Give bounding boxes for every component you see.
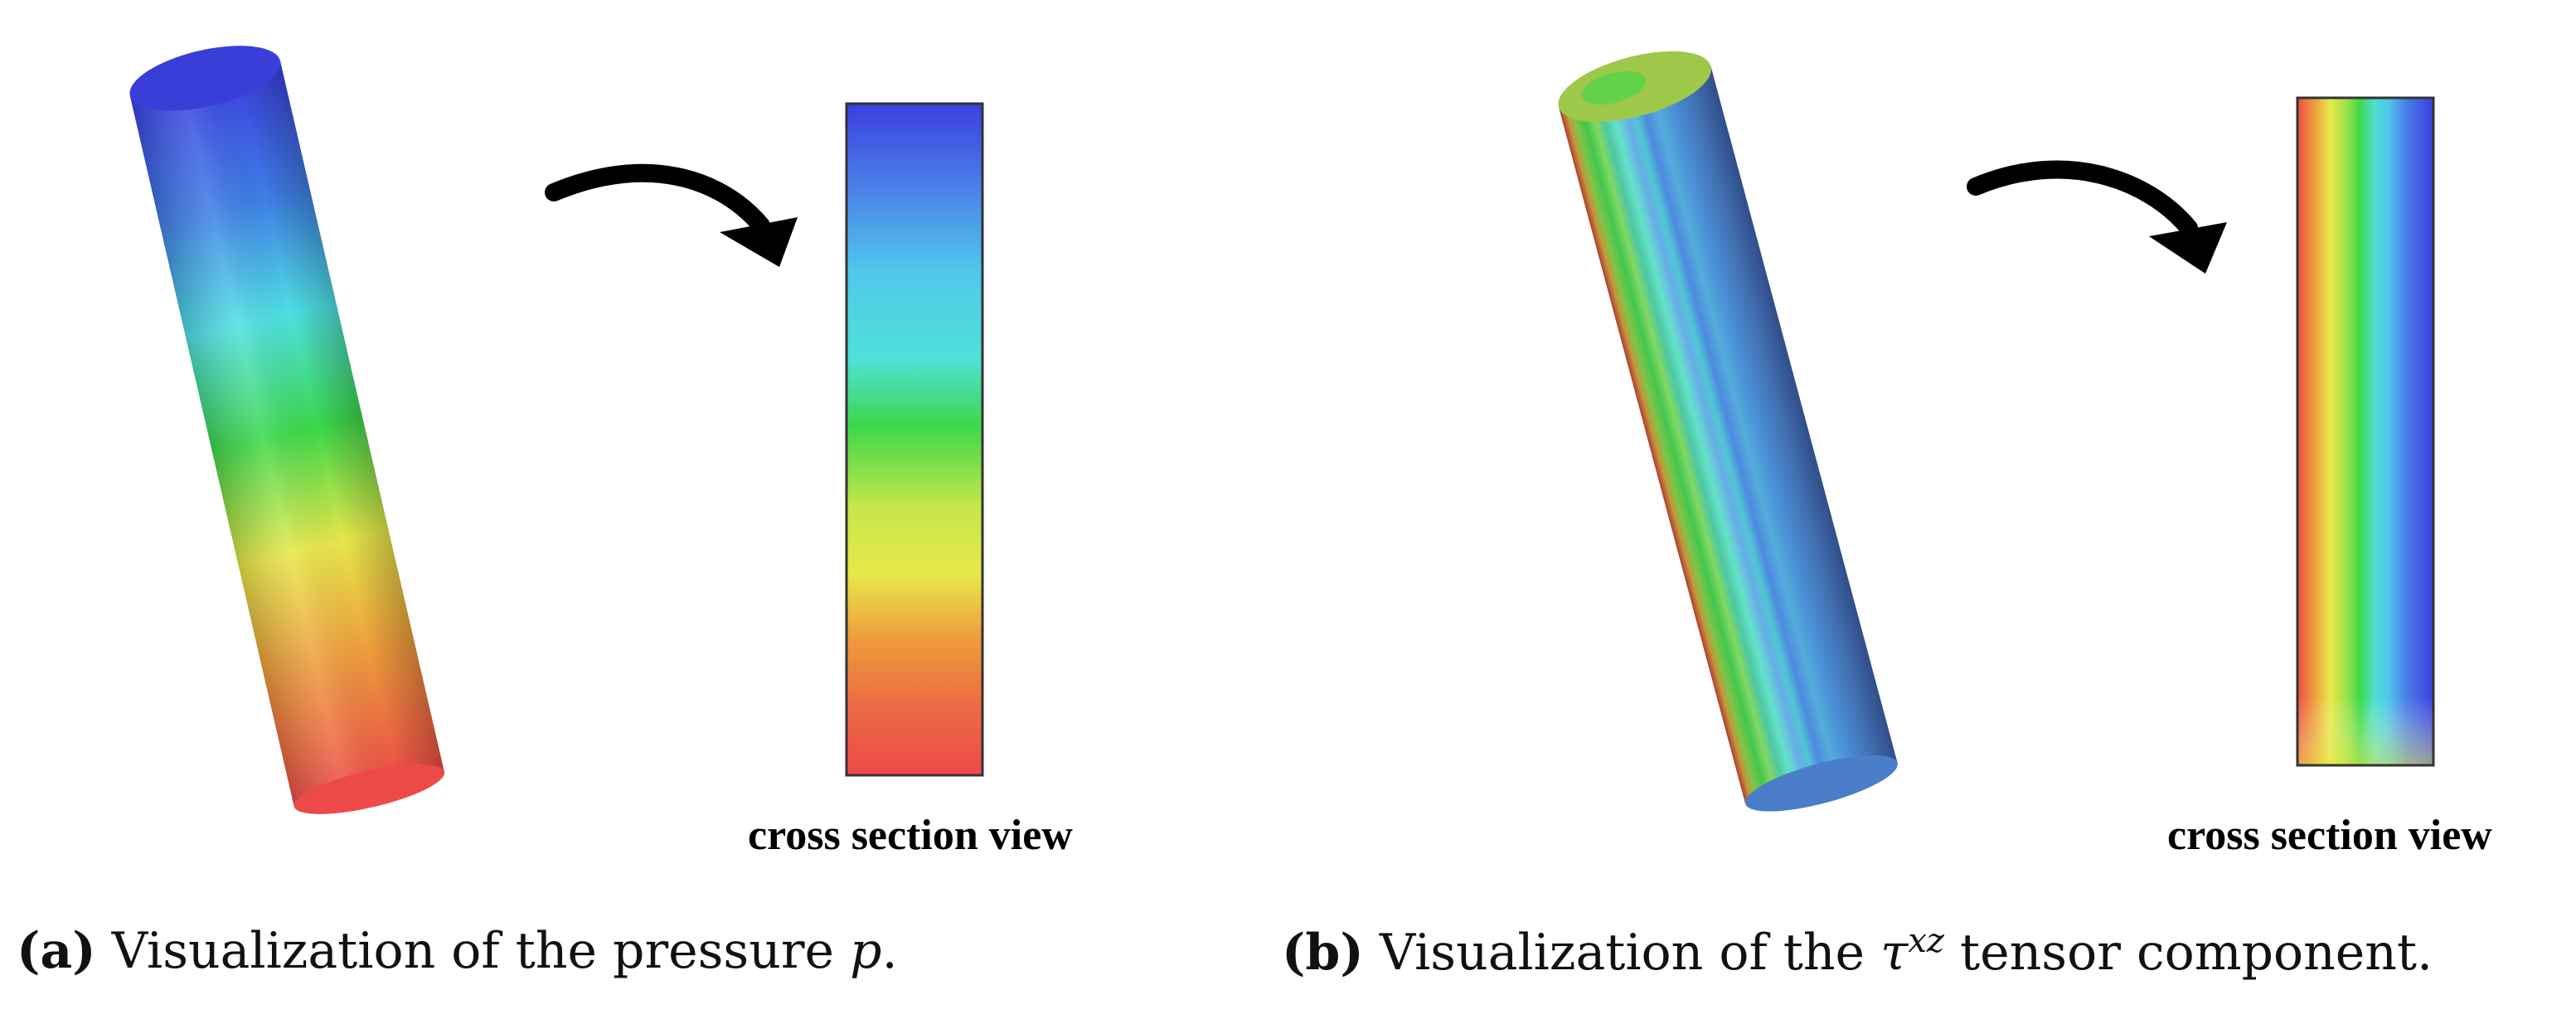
cross-section-label-b: cross section view <box>2167 812 2492 859</box>
caption-b: (b) Visualization of the τxz tensor comp… <box>1282 922 2433 982</box>
cross-section-label-a: cross section view <box>748 812 1073 859</box>
curved-arrow-a <box>545 163 798 267</box>
caption-a: (a) Visualization of the pressure p. <box>17 922 898 980</box>
tau-cylinder <box>1558 51 1898 812</box>
pressure-cylinder <box>129 46 445 814</box>
caption-b-end: tensor component. <box>1960 924 2433 982</box>
caption-a-symbol: p <box>850 922 882 980</box>
caption-a-tag: (a) <box>17 922 96 980</box>
caption-b-superscript: xz <box>1908 922 1944 960</box>
caption-b-symbol: τ <box>1880 924 1909 982</box>
caption-a-end: . <box>881 922 898 980</box>
caption-b-text: Visualization of the <box>1379 924 1865 982</box>
curved-arrow-b <box>1967 160 2227 274</box>
caption-a-text: Visualization of the pressure <box>111 922 835 980</box>
caption-b-tag: (b) <box>1282 924 1364 982</box>
tau-cross-section <box>2296 96 2435 767</box>
pressure-cross-section <box>845 102 984 777</box>
